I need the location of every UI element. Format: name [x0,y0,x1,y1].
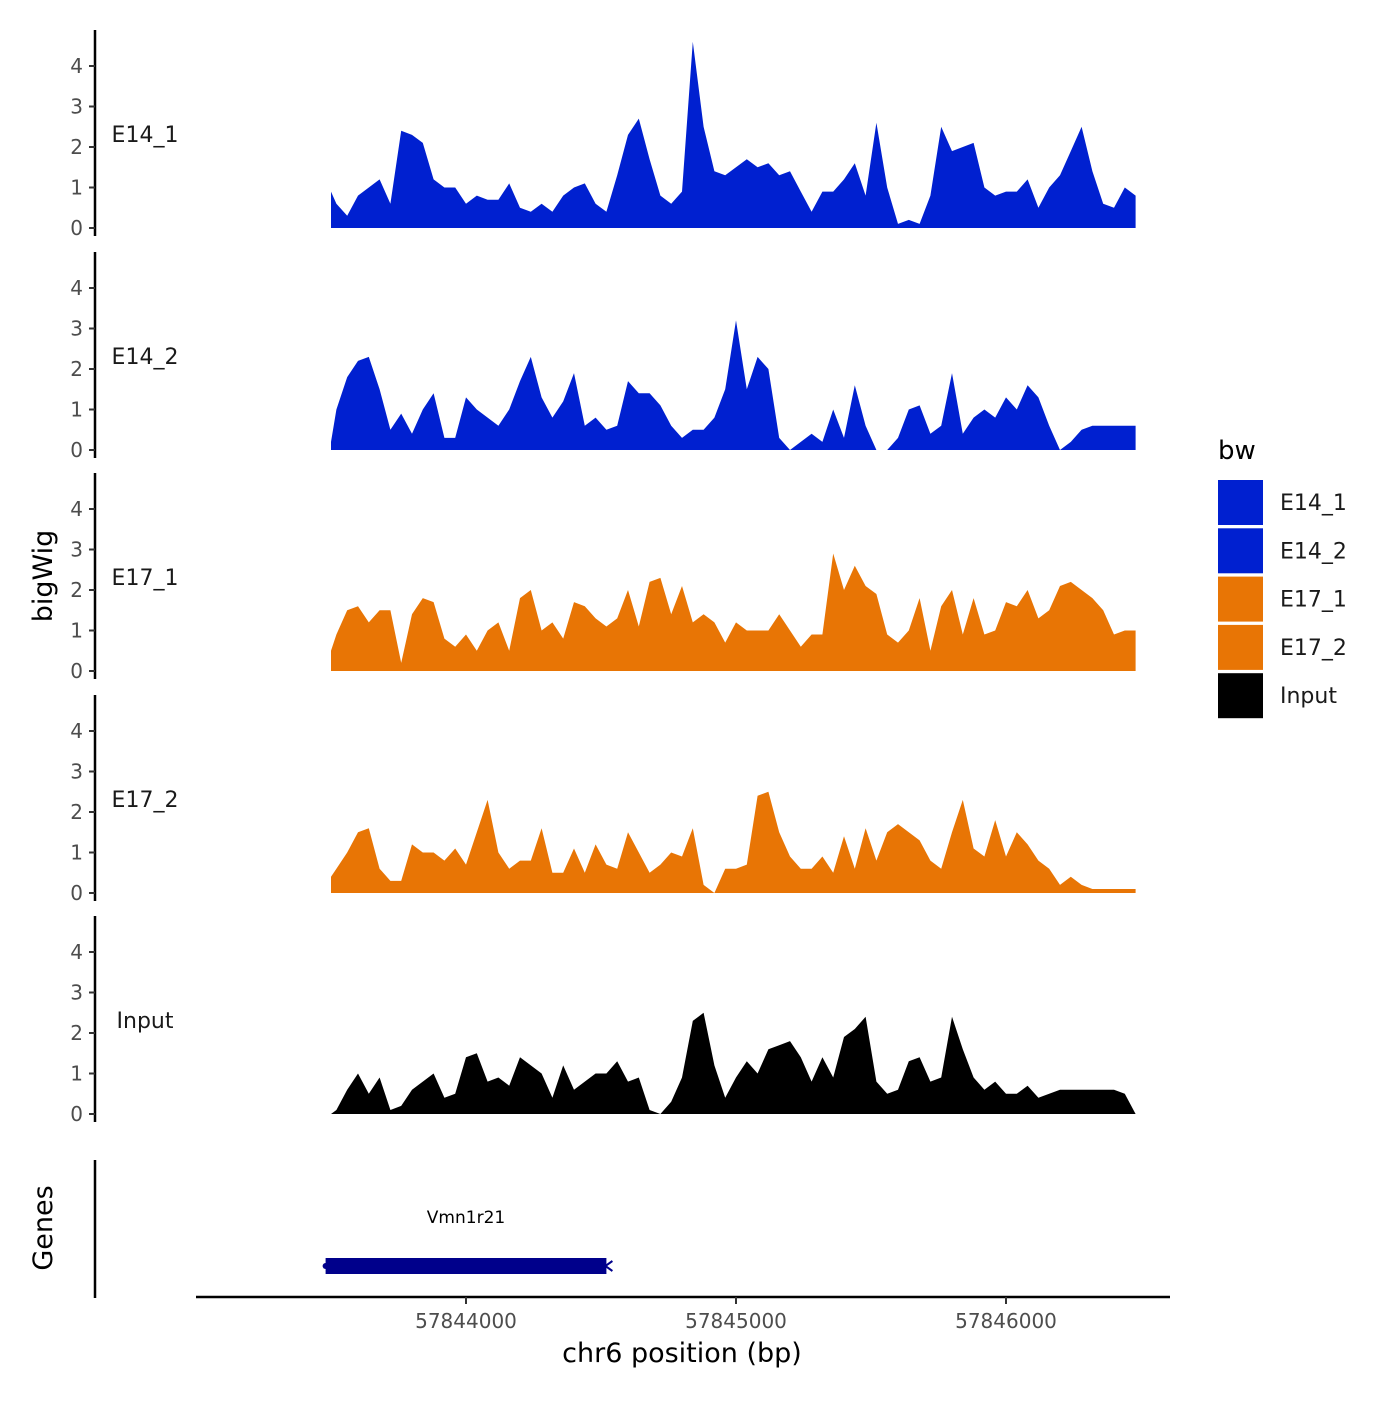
genes-track: Vmn1r21 [93,1160,613,1298]
x-axis-title: chr6 position (bp) [562,1338,802,1369]
y-axis-title: bigWig [28,530,59,623]
legend-swatch [1218,528,1263,574]
gene-label: Vmn1r21 [427,1208,505,1228]
y-tick-label: 0 [70,216,83,240]
tracks-layer: 0 1 2 3 4 E14_1 0 1 2 3 4 E14_2 0 1 2 3 4 E17_1 0 1 2 3 4 E17_2… [70,30,1136,1126]
y-tick-label: 3 [70,538,83,562]
track-label: E14_2 [112,345,179,370]
area-E14_1 [331,41,1136,229]
x-tick-label: 57844000 [415,1309,517,1333]
y-tick-label: 3 [70,981,83,1005]
y-tick-label: 3 [70,317,83,341]
y-tick-label: 1 [70,1062,83,1086]
legend: bw E14_1 E14_2 E17_1 E17_2 Input [1218,436,1347,719]
genes-axis-title: Genes [28,1185,59,1270]
area-E17_2 [331,791,1136,893]
track-label: Input [117,1009,174,1034]
track-label: E14_1 [112,123,179,148]
legend-item-E17_1: E17_1 [1218,576,1347,622]
y-tick-label: 3 [70,95,83,119]
area-E14_2 [331,320,1136,450]
gene-body [325,1258,607,1274]
x-tick-label: 57845000 [685,1309,787,1333]
y-tick-label: 4 [70,54,83,78]
legend-item-E14_1: E14_1 [1218,480,1347,525]
x-tick-label: 57846000 [955,1309,1057,1333]
y-tick-label: 1 [70,398,83,422]
y-tick-label: 4 [70,719,83,743]
legend-label: E14_1 [1280,491,1347,516]
legend-item-Input: Input [1218,673,1337,719]
y-tick-label: 2 [70,800,83,824]
y-tick-label: 2 [70,135,83,159]
y-tick-label: 2 [70,1021,83,1045]
y-tick-label: 0 [70,659,83,683]
legend-swatch [1218,624,1263,670]
legend-label: Input [1280,684,1337,709]
legend-swatch [1218,673,1263,719]
area-E17_1 [331,553,1136,671]
y-tick-label: 0 [70,881,83,905]
legend-item-E17_2: E17_2 [1218,624,1347,670]
y-tick-label: 0 [70,1102,83,1126]
y-tick-label: 4 [70,940,83,964]
gene-start-marker [322,1263,329,1269]
legend-label: E14_2 [1280,539,1347,564]
strand-arrow-icon [603,1260,613,1272]
gene-Vmn1r21: Vmn1r21 [322,1208,613,1274]
y-tick-label: 4 [70,276,83,300]
y-tick-label: 4 [70,497,83,521]
y-tick-label: 2 [70,578,83,602]
legend-label: E17_1 [1280,588,1347,613]
track-E17_1: 0 1 2 3 4 E17_1 [70,473,1136,683]
y-tick-label: 3 [70,760,83,784]
legend-title: bw [1218,436,1256,466]
track-label: E17_1 [112,566,179,591]
track-Input: 0 1 2 3 4 Input [70,916,1136,1126]
area-Input [331,1012,1136,1114]
track-E14_1: 0 1 2 3 4 E14_1 [70,30,1136,240]
track-E14_2: 0 1 2 3 4 E14_2 [70,252,1136,462]
track-E17_2: 0 1 2 3 4 E17_2 [70,695,1136,905]
y-tick-label: 2 [70,357,83,381]
y-tick-label: 1 [70,176,83,200]
legend-label: E17_2 [1280,636,1347,661]
legend-item-E14_2: E14_2 [1218,528,1347,574]
y-tick-label: 1 [70,619,83,643]
track-label: E17_2 [112,788,179,813]
legend-swatch [1218,480,1263,525]
y-tick-label: 1 [70,841,83,865]
x-axis: 57844000 57845000 57846000 [196,1295,1170,1333]
y-tick-label: 0 [70,438,83,462]
legend-swatch [1218,576,1263,622]
